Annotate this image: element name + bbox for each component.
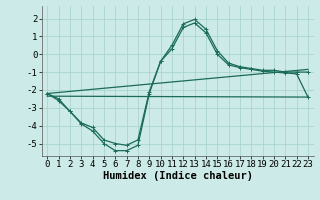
X-axis label: Humidex (Indice chaleur): Humidex (Indice chaleur) — [103, 171, 252, 181]
